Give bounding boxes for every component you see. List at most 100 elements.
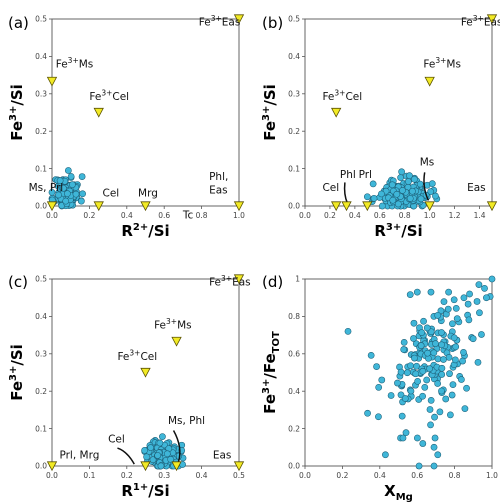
sample-point [411, 354, 418, 362]
y-tick-label: 0.0 [288, 202, 300, 211]
sample-point [430, 462, 438, 470]
endmember-label: Phl [340, 169, 356, 181]
sample-point [363, 193, 371, 201]
sample-point [400, 346, 408, 353]
sample-point [434, 380, 442, 387]
x-tick-label: 0.4 [196, 471, 208, 480]
sample-point [465, 316, 473, 324]
sample-point [419, 367, 427, 375]
sample-point [414, 377, 421, 385]
endmember-label: Tc [182, 210, 194, 222]
sample-point [409, 187, 416, 195]
sample-point [432, 192, 439, 200]
endmember-label: Eas [467, 182, 486, 194]
sample-point [434, 355, 442, 363]
sample-point [398, 168, 405, 176]
sample-point [478, 331, 485, 338]
sample-point [452, 304, 460, 312]
x-tick-label: 1.4 [474, 211, 486, 220]
x-tick-label: 0.1 [83, 471, 95, 480]
sample-point [415, 462, 423, 470]
sample-point [163, 450, 171, 458]
sample-point [373, 363, 380, 370]
chart-panel-a: 0.0 0.2 0.4 0.6 0.8 1.0 0.0 0.1 0.2 0.3 0.4 0.5 (a) R… [8, 14, 245, 240]
x-tick-label: 0.2 [324, 211, 336, 220]
sample-point [466, 290, 473, 298]
sample-point [403, 369, 411, 377]
y-tick-label: 0.4 [288, 52, 300, 61]
endmember-label: Prl [359, 169, 372, 181]
y-tick-label: 0.1 [288, 164, 300, 173]
sample-point [418, 329, 426, 336]
sample-point [64, 167, 72, 174]
y-axis-label: Fe3+/Si [8, 344, 26, 401]
sample-point [393, 190, 401, 198]
y-tick-label: 0.4 [35, 52, 47, 61]
sample-point [419, 440, 427, 447]
x-tick-label: 1.2 [449, 211, 461, 220]
endmember-marker [424, 76, 435, 87]
sample-point [406, 195, 414, 202]
x-tick-label: 0.3 [158, 471, 170, 480]
x-tick-label: 0.5 [233, 471, 245, 480]
x-tick-label: 0.0 [46, 211, 58, 220]
sample-point [447, 411, 454, 419]
sample-point [461, 405, 469, 413]
sample-point [434, 451, 442, 459]
sample-point [154, 452, 162, 459]
panel-label: (a) [8, 14, 29, 32]
y-tick-label: 0.4 [288, 387, 300, 396]
x-tick-label: 0.4 [349, 211, 361, 220]
endmember-label: Mrg [138, 188, 158, 200]
endmember-label: Eas [213, 450, 232, 462]
sample-point [445, 354, 453, 361]
x-tick-label: 0.2 [83, 211, 95, 220]
endmember-label: Eas [209, 185, 228, 197]
sample-point [427, 288, 435, 296]
endmember-label: Fe3+Eas [199, 14, 241, 29]
x-tick-label: 0.0 [46, 471, 58, 480]
sample-point [420, 317, 427, 325]
endmember-marker [233, 274, 245, 285]
x-tick-label: 1.0 [233, 211, 245, 220]
sample-point [469, 335, 477, 343]
sample-point [488, 275, 496, 283]
endmember-label: Ms, Phl [168, 415, 205, 427]
y-tick-label: 0.0 [288, 462, 300, 471]
y-tick-label: 0.1 [35, 164, 47, 173]
sample-point [167, 456, 175, 463]
endmember-marker [140, 461, 151, 472]
sample-point [147, 444, 155, 452]
sample-point [370, 194, 378, 202]
leader-line [343, 182, 349, 204]
sample-point [450, 296, 458, 304]
y-tick-label: 0.5 [35, 275, 47, 284]
x-tick-label: 0.6 [158, 211, 170, 220]
endmember-label: Cel [108, 433, 125, 445]
endmember-marker [46, 201, 58, 212]
sample-point [444, 305, 452, 313]
endmember-marker [486, 201, 498, 212]
sample-point [434, 311, 442, 319]
sample-point [67, 173, 75, 180]
endmember-label: Fe3+Ms [154, 317, 192, 332]
sample-point [431, 413, 438, 421]
leader-line [117, 447, 135, 465]
sample-point [397, 174, 405, 181]
y-tick-label: 0.2 [288, 127, 300, 136]
panel-label: (b) [262, 14, 283, 32]
sample-point [157, 462, 165, 470]
sample-point [446, 370, 453, 378]
y-tick-label: 1 [295, 275, 300, 284]
sample-point [438, 364, 446, 372]
sample-point [460, 294, 468, 302]
endmember-marker [46, 461, 58, 472]
endmember-marker [140, 201, 151, 212]
sample-point [402, 429, 410, 437]
y-tick-label: 0.3 [35, 90, 47, 99]
sample-point [400, 339, 408, 346]
sample-point [442, 395, 450, 403]
sample-point [448, 391, 456, 399]
y-tick-label: 0.2 [35, 387, 47, 396]
